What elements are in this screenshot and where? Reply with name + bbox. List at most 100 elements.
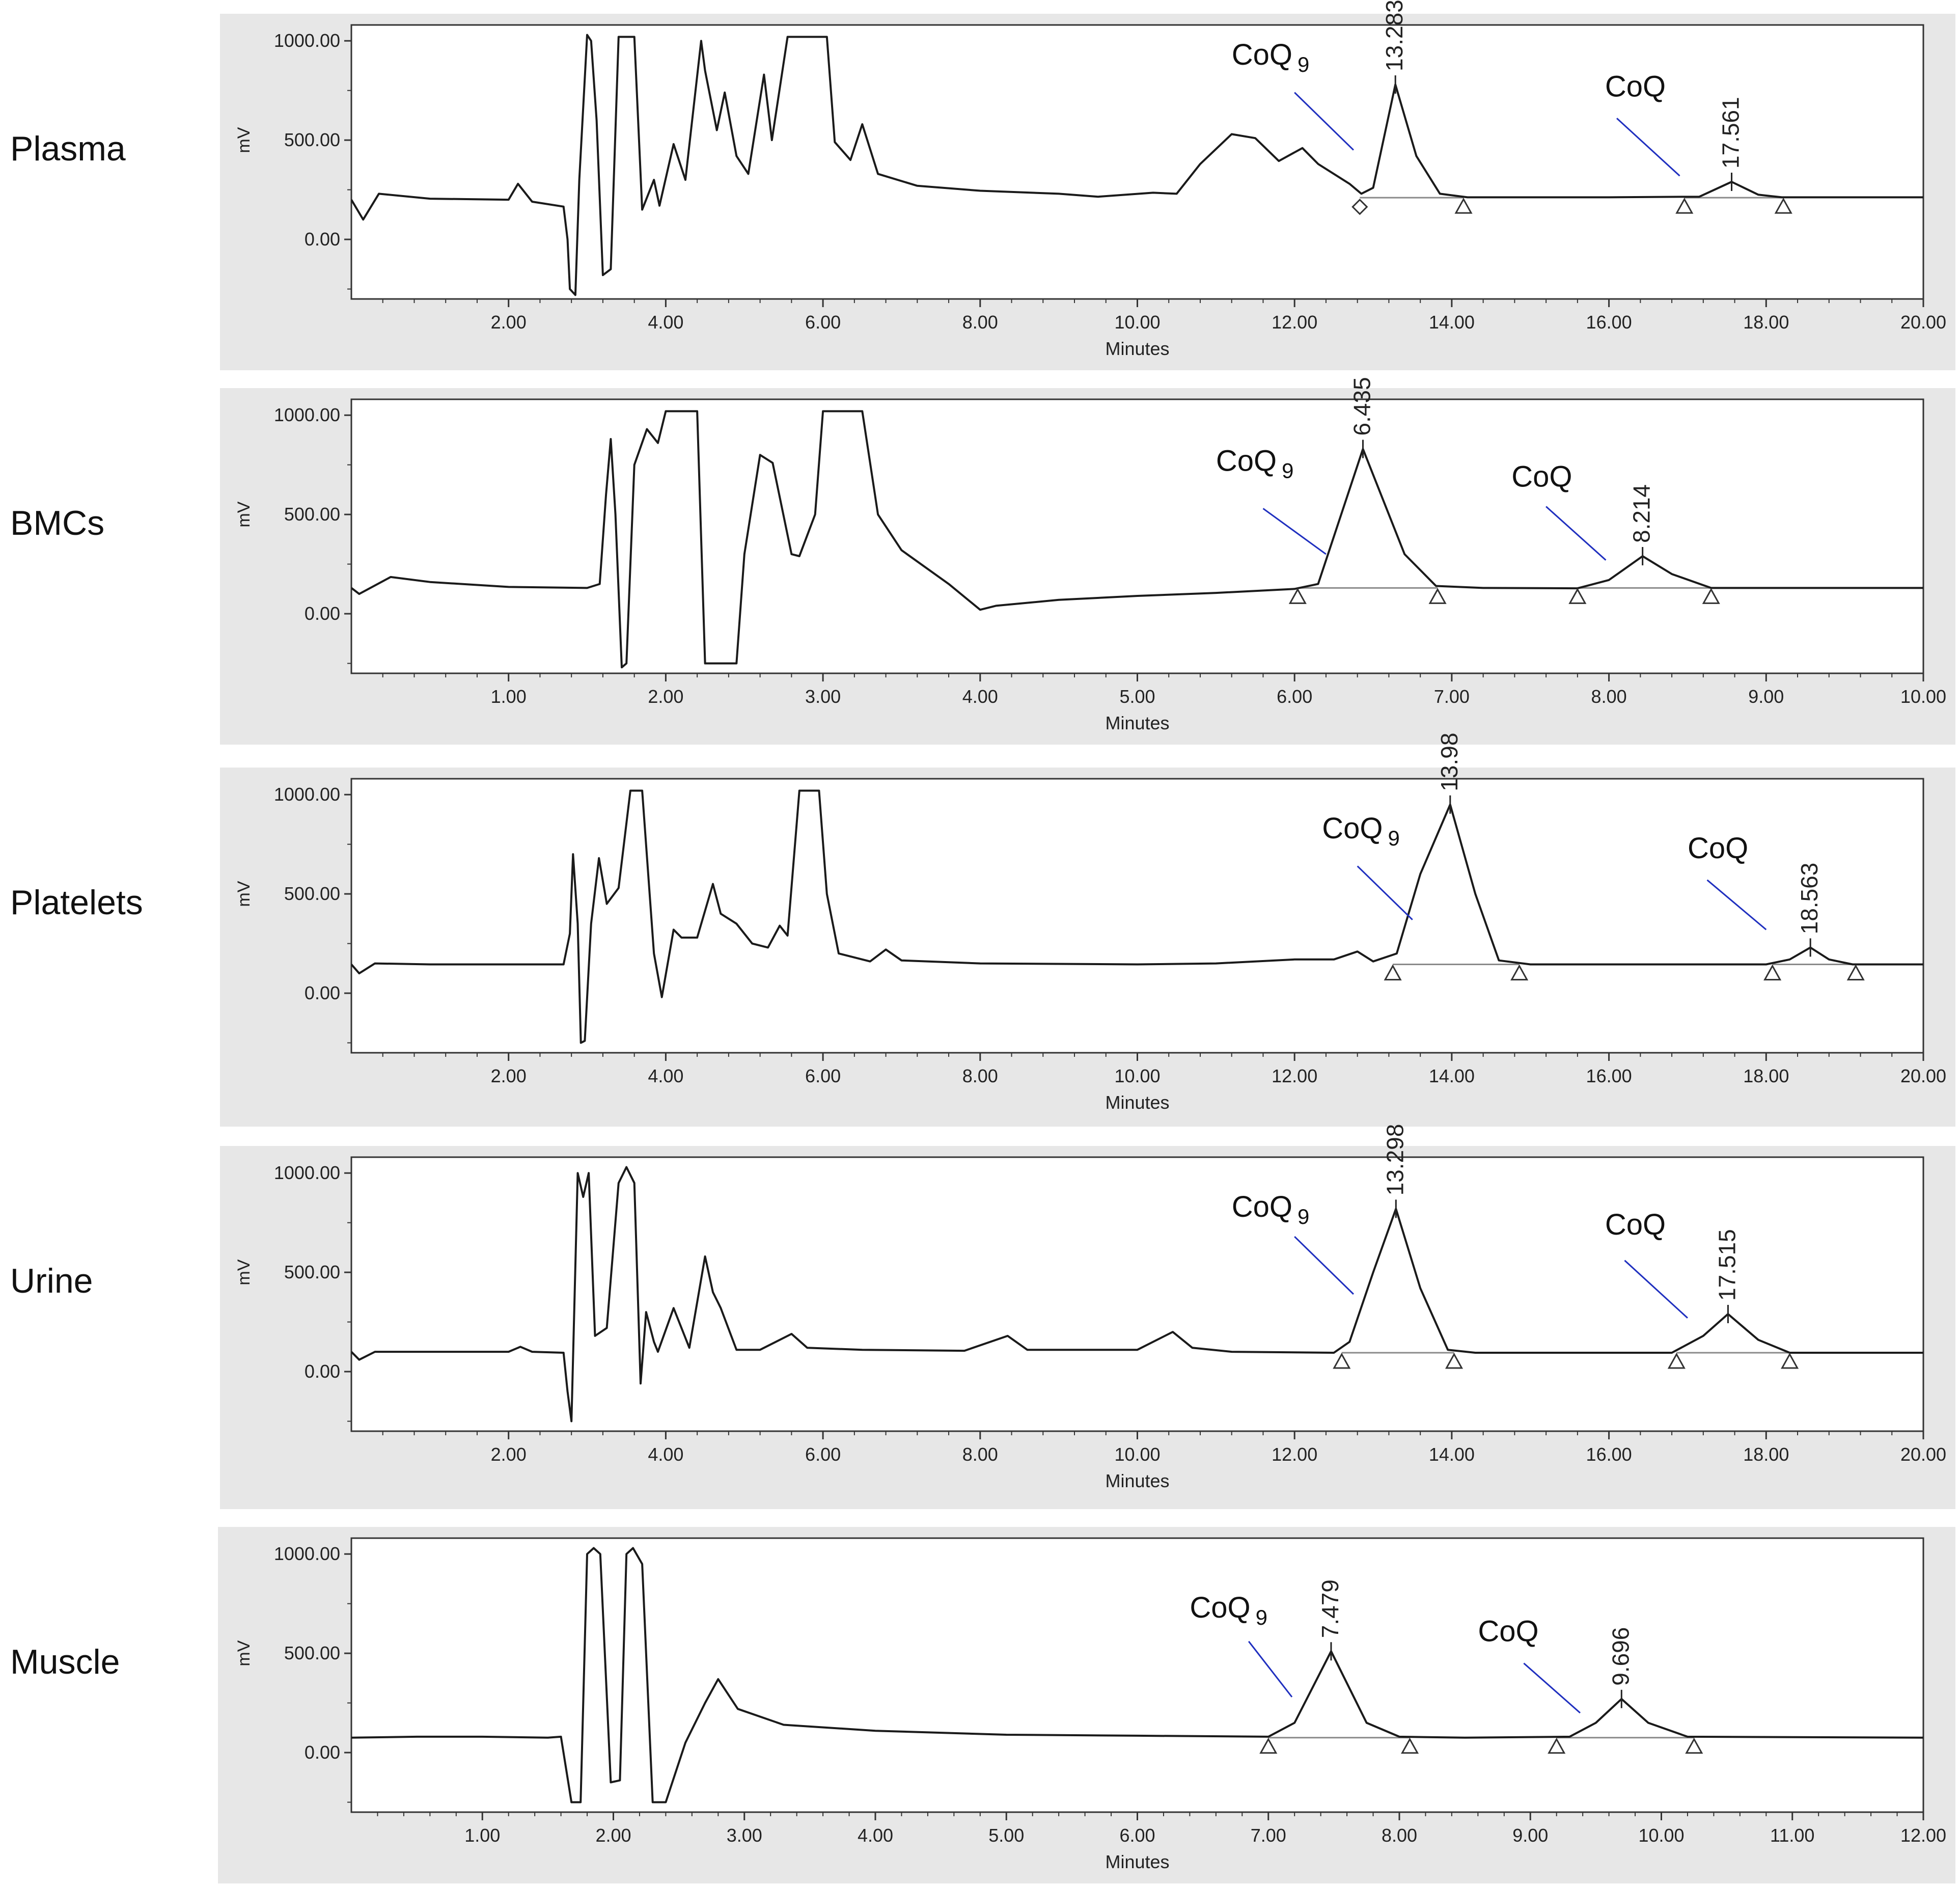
annotation-text: CoQ bbox=[1232, 38, 1292, 71]
sample-label: Urine bbox=[10, 1262, 93, 1300]
x-tick-label: 7.00 bbox=[1251, 1825, 1286, 1846]
annotation-text: CoQ bbox=[1511, 460, 1572, 494]
annotation-text: CoQ bbox=[1478, 1615, 1538, 1648]
y-axis-label: mV bbox=[234, 127, 254, 153]
annotation-leader-line bbox=[1523, 1662, 1581, 1714]
x-tick-label: 4.00 bbox=[648, 312, 683, 333]
annotation-subscript: 9 bbox=[1256, 1605, 1267, 1629]
x-tick-label: 18.00 bbox=[1743, 1065, 1789, 1086]
plot-area bbox=[350, 24, 1924, 300]
annotation-leader-line bbox=[1248, 1641, 1293, 1698]
peak-marker-triangle bbox=[1685, 1737, 1703, 1754]
x-tick-label: 9.00 bbox=[1748, 686, 1784, 707]
y-tick-label: 500.00 bbox=[284, 883, 340, 904]
annotation-subscript: 9 bbox=[1298, 1205, 1309, 1228]
y-tick-label: 0.00 bbox=[305, 229, 340, 250]
peak-marker-triangle bbox=[1401, 1737, 1419, 1754]
x-axis-label: Minutes bbox=[1105, 1851, 1169, 1872]
peak-marker-triangle bbox=[1445, 1352, 1464, 1369]
annotation-subscript: 9 bbox=[1282, 458, 1293, 482]
x-tick-label: 8.00 bbox=[1382, 1825, 1417, 1846]
y-tick-label: 0.00 bbox=[305, 1742, 340, 1763]
y-tick-label: 1000.00 bbox=[274, 1543, 340, 1564]
chart-panel: Platelets 1000.00 500.00 0.00 mV 2.00 4.00 6.00… bbox=[10, 733, 1955, 1127]
annotation-leader-line bbox=[1624, 1260, 1688, 1319]
peak-marker-triangle bbox=[1675, 198, 1694, 214]
x-tick-label: 8.00 bbox=[962, 1444, 998, 1465]
annotation-text: CoQ bbox=[1605, 70, 1666, 103]
x-tick-label: 5.00 bbox=[1119, 686, 1155, 707]
x-tick-label: 12.00 bbox=[1900, 1825, 1946, 1846]
x-tick-label: 2.00 bbox=[648, 686, 683, 707]
peak-retention-label: 8.214 bbox=[1628, 484, 1655, 543]
peak-marker-triangle bbox=[1548, 1737, 1566, 1754]
annotation-label: CoQ 9 bbox=[1232, 38, 1310, 76]
chart-panel: Urine 1000.00 500.00 0.00 mV 2.00 4.00 6.00 8.00… bbox=[10, 1124, 1955, 1509]
annotation-leader-line bbox=[1545, 506, 1607, 561]
x-tick-label: 6.00 bbox=[805, 1065, 841, 1086]
annotation-label: CoQ 9 bbox=[1322, 812, 1400, 850]
x-tick-label: 9.00 bbox=[1512, 1825, 1548, 1846]
annotation-leader-line bbox=[1262, 508, 1327, 555]
chart-panel: BMCs 1000.00 500.00 0.00 mV 1.00 2.00 3.00 4.00 5… bbox=[10, 377, 1955, 745]
x-axis-label: Minutes bbox=[1105, 1092, 1169, 1113]
peak-marker-triangle bbox=[1384, 964, 1402, 981]
annotation-label: CoQ bbox=[1605, 1208, 1666, 1241]
chromatogram-trace bbox=[351, 34, 1923, 296]
x-tick-label: 2.00 bbox=[595, 1825, 631, 1846]
x-tick-label: 10.00 bbox=[1114, 1065, 1160, 1086]
x-tick-label: 2.00 bbox=[491, 1444, 527, 1465]
y-tick-label: 0.00 bbox=[305, 603, 340, 624]
y-tick-label: 1000.00 bbox=[274, 30, 340, 51]
x-tick-label: 4.00 bbox=[648, 1065, 683, 1086]
x-axis-label: Minutes bbox=[1105, 713, 1169, 733]
y-tick-label: 1000.00 bbox=[274, 784, 340, 805]
peak-retention-label: 17.515 bbox=[1714, 1229, 1740, 1301]
x-tick-label: 7.00 bbox=[1434, 686, 1470, 707]
annotation-leader-line bbox=[1294, 92, 1355, 151]
chromatogram-trace bbox=[351, 789, 1923, 1044]
x-tick-label: 8.00 bbox=[962, 312, 998, 333]
x-tick-label: 20.00 bbox=[1900, 1065, 1946, 1086]
x-tick-label: 10.00 bbox=[1114, 1444, 1160, 1465]
x-tick-label: 12.00 bbox=[1272, 1065, 1317, 1086]
x-tick-label: 1.00 bbox=[491, 686, 527, 707]
sample-label: Plasma bbox=[10, 129, 126, 168]
annotation-leader-line bbox=[1294, 1236, 1355, 1295]
x-tick-label: 8.00 bbox=[962, 1065, 998, 1086]
x-tick-label: 5.00 bbox=[988, 1825, 1024, 1846]
x-tick-label: 16.00 bbox=[1586, 1444, 1632, 1465]
x-tick-label: 14.00 bbox=[1429, 1444, 1475, 1465]
y-axis-label: mV bbox=[234, 501, 254, 527]
plot-area bbox=[350, 778, 1924, 1054]
x-tick-label: 4.00 bbox=[962, 686, 998, 707]
annotation-text: CoQ bbox=[1605, 1208, 1666, 1241]
peak-marker-triangle bbox=[1568, 588, 1587, 604]
peak-retention-label: 6.435 bbox=[1348, 377, 1375, 435]
peak-marker-triangle bbox=[1428, 588, 1447, 604]
x-tick-label: 2.00 bbox=[491, 312, 527, 333]
x-tick-label: 12.00 bbox=[1272, 1444, 1317, 1465]
x-tick-label: 10.00 bbox=[1114, 312, 1160, 333]
peak-marker-triangle bbox=[1774, 198, 1792, 214]
annotation-text: CoQ bbox=[1688, 832, 1748, 865]
peak-marker-diamond bbox=[1351, 199, 1368, 215]
y-axis-label: mV bbox=[234, 1640, 254, 1666]
chart-panel: Muscle 1000.00 500.00 0.00 mV 1.00 2.00 3.00 4.0… bbox=[10, 1527, 1955, 1883]
annotation-label: CoQ bbox=[1511, 460, 1572, 494]
plot-area bbox=[350, 1156, 1924, 1432]
annotation-label: CoQ 9 bbox=[1190, 1591, 1267, 1629]
peak-marker-triangle bbox=[1510, 964, 1529, 981]
sample-label: Muscle bbox=[10, 1643, 120, 1681]
peak-marker-triangle bbox=[1259, 1737, 1278, 1754]
x-tick-label: 18.00 bbox=[1743, 1444, 1789, 1465]
x-axis-label: Minutes bbox=[1105, 338, 1169, 359]
x-axis-label: Minutes bbox=[1105, 1470, 1169, 1491]
chart-panel: Plasma 1000.00 500.00 0.00 mV 2.00 4.00 6.00 8.0… bbox=[10, 0, 1955, 370]
annotation-text: CoQ bbox=[1216, 444, 1277, 477]
annotation-subscript: 9 bbox=[1298, 52, 1309, 76]
x-tick-label: 14.00 bbox=[1429, 1065, 1475, 1086]
annotation-leader-line bbox=[1357, 865, 1413, 920]
peak-retention-label: 13.98 bbox=[1436, 733, 1462, 791]
